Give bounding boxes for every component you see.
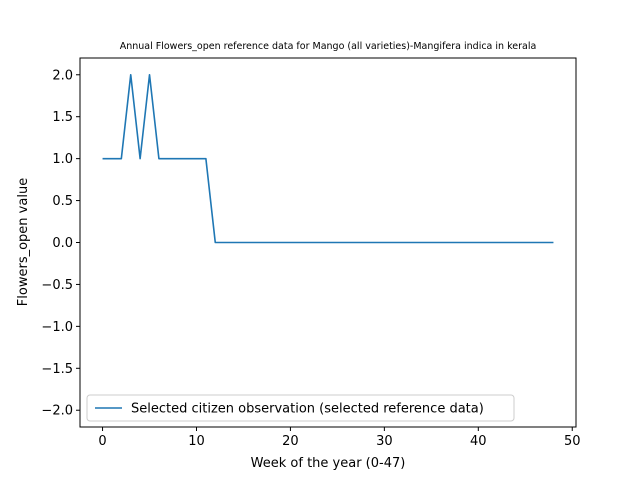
y-tick-label: −2.0 [41, 404, 73, 419]
x-axis-label: Week of the year (0-47) [251, 456, 406, 471]
x-tick-label: 0 [98, 434, 106, 449]
y-tick-label: 2.0 [52, 68, 73, 83]
x-tick-label: 40 [470, 434, 487, 449]
legend-box [86, 394, 515, 422]
chart-title: Annual Flowers_open reference data for M… [120, 41, 537, 52]
y-tick-label: −1.0 [41, 320, 73, 335]
series-line [102, 73, 554, 244]
x-tick-label: 10 [188, 434, 205, 449]
y-tick-label: 0.0 [52, 236, 73, 251]
y-tick-label: −0.5 [41, 278, 73, 293]
x-tick-label: 20 [282, 434, 299, 449]
x-tick-label: 50 [564, 434, 581, 449]
y-axis-label: Flowers_open value [16, 178, 31, 306]
x-axis: 0 10 20 30 40 50 [98, 427, 581, 449]
legend: Selected citizen observation (selected r… [86, 394, 515, 422]
y-tick-label: 0.5 [52, 194, 73, 209]
legend-label: Selected citizen observation (selected r… [131, 402, 484, 417]
y-tick-label: 1.0 [52, 152, 73, 167]
plot-series [102, 73, 554, 244]
y-tick-label: 1.5 [52, 110, 73, 125]
x-tick-label: 30 [376, 434, 393, 449]
y-tick-label: −1.5 [41, 362, 73, 377]
y-axis: −2.0 −1.5 −1.0 −0.5 0.0 0.5 1.0 1.5 2.0 [41, 68, 80, 419]
